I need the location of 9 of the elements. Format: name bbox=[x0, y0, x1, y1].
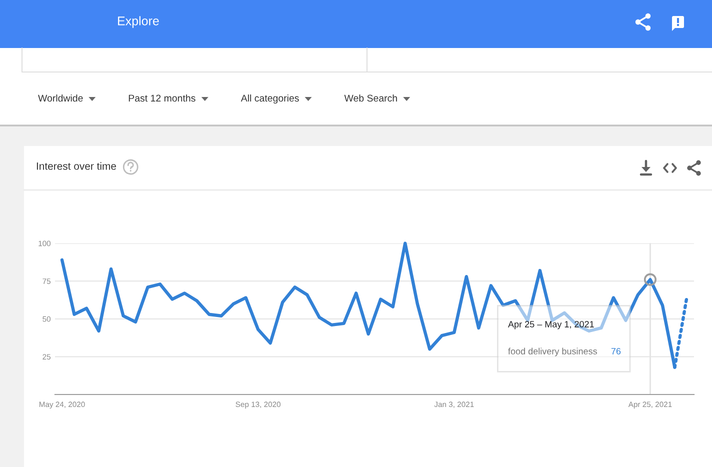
text: Explore bbox=[118, 16, 159, 28]
annotation: food delivery business bbox=[508, 348, 597, 356]
chart-title: Interest over time bbox=[36, 162, 116, 170]
text: Web Search bbox=[344, 94, 397, 102]
text: Worldwide bbox=[38, 94, 83, 102]
text: All categories bbox=[240, 94, 299, 104]
text: Past 12 months bbox=[128, 94, 196, 102]
annotation: 76 bbox=[611, 348, 621, 354]
annotation: Apr 25 – May 1, 2021 bbox=[508, 321, 594, 330]
